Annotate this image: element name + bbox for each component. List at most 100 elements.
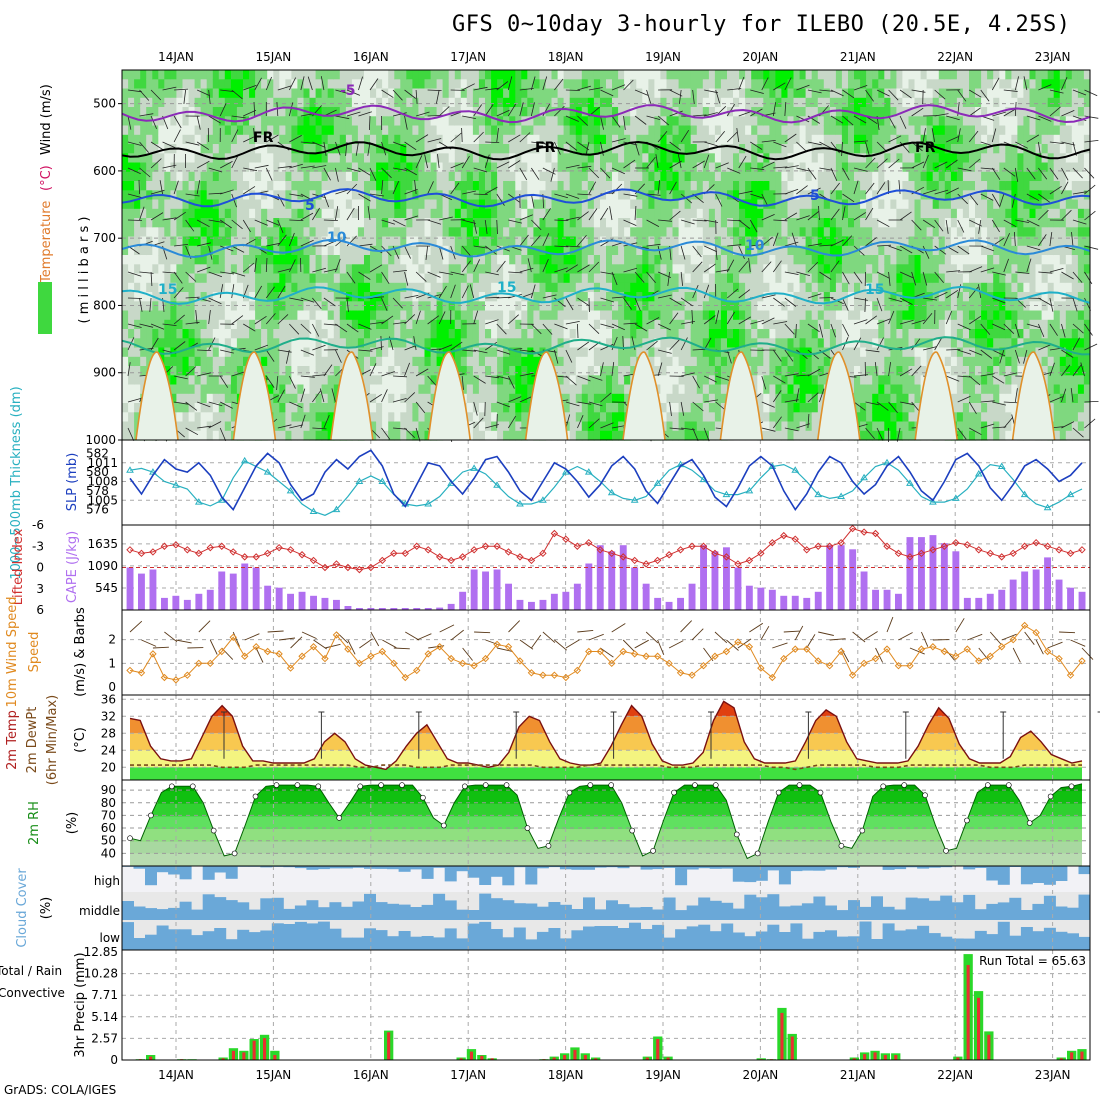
rh-cell <box>805 171 813 182</box>
rh-cell <box>539 227 547 238</box>
rh-cell <box>146 70 153 80</box>
rh-cell <box>152 227 159 238</box>
rh-cell <box>581 319 589 330</box>
rh-cell <box>279 116 286 127</box>
rh-cell <box>708 384 716 395</box>
rh-cell <box>702 190 710 201</box>
rh-cell <box>866 162 873 173</box>
rh-cell <box>624 79 631 90</box>
rh-cell <box>424 236 432 247</box>
rh-cell <box>212 356 220 367</box>
rh-cell <box>805 384 813 395</box>
rh-cell <box>509 430 516 441</box>
rh-cell <box>448 292 456 302</box>
rh-cell <box>854 393 861 404</box>
rh-cell <box>690 412 698 423</box>
rh-cell <box>775 412 782 423</box>
rh-cell <box>787 430 795 441</box>
rh-cell <box>152 144 159 154</box>
rh-cell <box>848 144 855 154</box>
rh-cell <box>188 171 196 182</box>
rh-cell <box>793 181 801 191</box>
rh-cell <box>763 384 770 395</box>
rh-cell <box>206 218 214 228</box>
rh-cell <box>303 227 311 238</box>
rh-cell <box>612 366 619 376</box>
rh-cell <box>236 162 244 173</box>
rh-cell <box>563 218 571 228</box>
rh-cell <box>551 134 559 145</box>
rh-cell <box>720 264 728 275</box>
rh-cell <box>811 366 819 376</box>
rh-cell <box>702 329 710 339</box>
rh-cell <box>436 319 444 330</box>
rh-cell <box>218 190 226 201</box>
rh-cell <box>612 347 619 358</box>
rh-cell <box>321 153 329 164</box>
rh-cell <box>720 319 728 330</box>
rh-cell <box>243 310 250 321</box>
rh-cell <box>388 421 395 432</box>
rh-cell <box>218 181 226 191</box>
rh-cell <box>255 116 262 127</box>
rh-cell <box>315 199 323 210</box>
rh-cell <box>200 181 208 191</box>
rh-cell <box>739 245 746 256</box>
rh-cell <box>793 70 801 80</box>
rh-cell <box>860 70 867 80</box>
rh-cell <box>224 236 232 247</box>
rh-cell <box>872 347 879 358</box>
rh-cell <box>745 79 752 90</box>
rh-cell <box>545 264 553 275</box>
rh-cell <box>848 245 855 256</box>
rh-cell <box>545 218 553 228</box>
rh-cell <box>557 162 565 173</box>
rh-cell <box>448 329 456 339</box>
rh-cell <box>799 366 807 376</box>
rh-cell <box>309 190 317 201</box>
rh-cell <box>587 97 595 108</box>
rh-cell <box>134 393 141 404</box>
rh-cell <box>327 208 335 219</box>
rh-cell <box>702 292 710 302</box>
rh-cell <box>400 181 407 191</box>
rh-cell <box>854 134 861 145</box>
rh-cell <box>612 125 619 136</box>
rh-cell <box>128 347 135 358</box>
rh-cell <box>793 421 801 432</box>
rh-cell <box>146 181 153 191</box>
rh-cell <box>848 79 855 90</box>
rh-cell <box>388 227 395 238</box>
rh-cell <box>769 79 776 90</box>
rh-cell <box>509 107 516 117</box>
rh-cell <box>158 70 165 80</box>
rh-cell <box>485 116 492 127</box>
rh-cell <box>581 134 589 145</box>
rh-cell <box>273 181 280 191</box>
rh-cell <box>575 329 583 339</box>
rh-cell <box>817 162 825 173</box>
rh-cell <box>182 310 190 321</box>
rh-cell <box>557 264 565 275</box>
rh-cell <box>285 273 292 284</box>
rh-cell <box>624 153 631 164</box>
rh-cell <box>727 236 734 247</box>
rh-cell <box>412 208 419 219</box>
rh-cell <box>128 282 135 293</box>
rh-cell <box>714 125 722 136</box>
rh-cell <box>442 88 450 99</box>
rh-cell <box>811 301 819 312</box>
rh-cell <box>720 125 728 136</box>
rh-cell <box>684 125 692 136</box>
rh-cell <box>497 430 504 441</box>
rh-cell <box>339 162 347 173</box>
rh-cell <box>829 107 837 117</box>
rh-cell <box>370 375 377 386</box>
rh-cell <box>841 255 849 265</box>
rh-cell <box>872 366 879 376</box>
rh-cell <box>394 310 401 321</box>
rh-cell <box>188 421 196 432</box>
rh-cell <box>321 412 329 423</box>
rh-cell <box>315 421 323 432</box>
rh-cell <box>521 384 528 395</box>
